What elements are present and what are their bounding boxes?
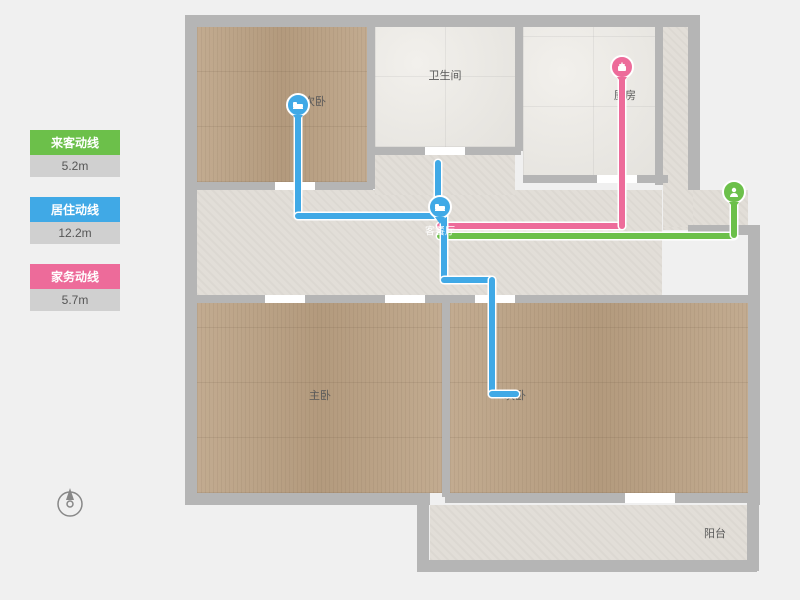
compass-icon <box>50 480 90 520</box>
wall-2 <box>185 493 430 505</box>
path-green-0 <box>437 233 737 239</box>
wall-1 <box>185 15 197 501</box>
room-balcony <box>430 505 748 560</box>
door-6 <box>625 493 675 503</box>
floorplan: 次卧卫生间厨房主卧次卧阳台客餐厅 <box>185 15 760 580</box>
legend-house-value: 5.7m <box>30 289 120 311</box>
wall-6 <box>688 15 700 190</box>
wall-3 <box>417 493 429 568</box>
wall-4 <box>417 560 757 572</box>
room-bathroom <box>375 27 515 147</box>
legend-guest-label: 来客动线 <box>30 130 120 155</box>
entry-marker <box>722 180 746 210</box>
door-2 <box>597 175 637 183</box>
wall-14 <box>655 23 663 185</box>
wall-13 <box>523 175 668 183</box>
legend-guest: 来客动线 5.2m <box>30 130 120 177</box>
door-1 <box>425 147 465 155</box>
legend-guest-value: 5.2m <box>30 155 120 177</box>
room-hall-top <box>375 155 515 195</box>
path-blue-7 <box>489 391 519 397</box>
path-blue-6 <box>489 277 495 397</box>
path-pink-0 <box>437 223 625 229</box>
wall-11 <box>515 23 523 151</box>
kitchen-marker <box>610 55 634 85</box>
room-label-master-bedroom: 主卧 <box>309 387 331 403</box>
room-bedroom2-top <box>197 27 367 182</box>
living-marker <box>428 195 452 225</box>
path-blue-0 <box>295 113 301 219</box>
wall-8 <box>748 225 760 505</box>
door-5 <box>475 295 515 303</box>
legend-living-label: 居住动线 <box>30 197 120 222</box>
legend-house: 家务动线 5.7m <box>30 264 120 311</box>
legend-house-label: 家务动线 <box>30 264 120 289</box>
bed-marker <box>286 93 310 123</box>
legend: 来客动线 5.2m 居住动线 12.2m 家务动线 5.7m <box>30 130 120 331</box>
legend-living-value: 12.2m <box>30 222 120 244</box>
path-blue-1 <box>295 213 441 219</box>
wall-0 <box>185 15 700 27</box>
door-3 <box>265 295 305 303</box>
legend-living: 居住动线 12.2m <box>30 197 120 244</box>
door-4 <box>385 295 425 303</box>
room-label-kitchen: 厨房 <box>614 87 636 103</box>
room-label-bathroom: 卫生间 <box>429 67 462 83</box>
path-blue-5 <box>441 277 495 283</box>
wall-16 <box>442 300 450 497</box>
room-label-balcony: 阳台 <box>704 525 726 541</box>
wall-17 <box>445 493 755 503</box>
path-pink-1 <box>619 73 625 229</box>
wall-9 <box>367 23 375 189</box>
